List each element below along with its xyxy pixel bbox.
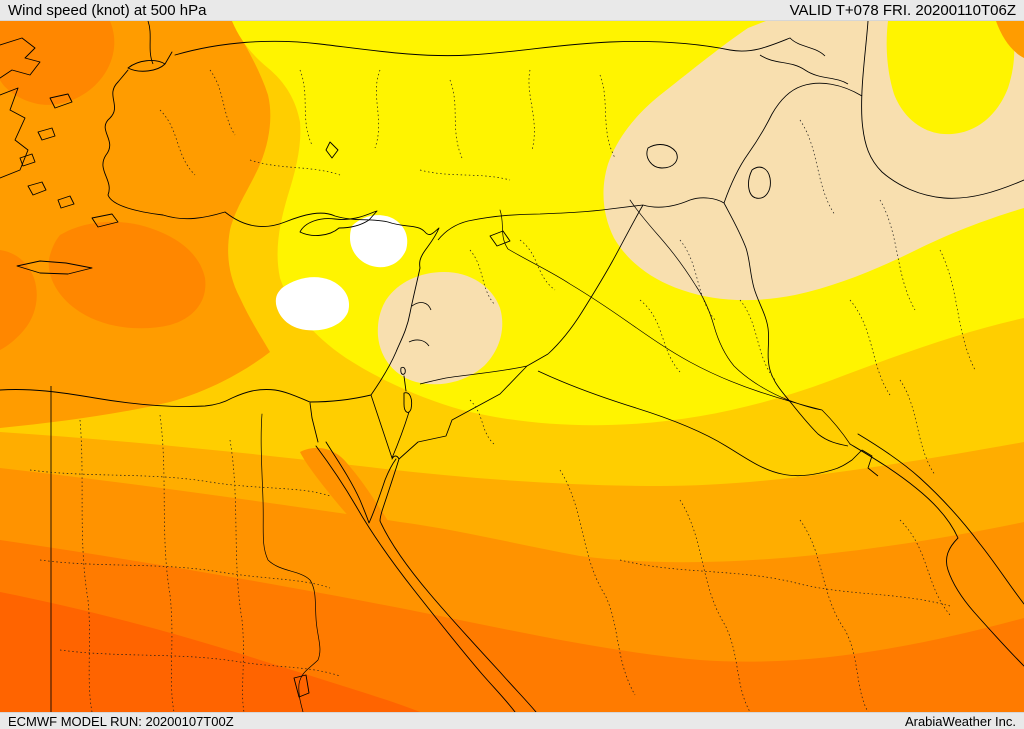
model-run-label: ECMWF MODEL RUN: 20200107T00Z [8,713,234,729]
wind-patch-white-coast [350,215,408,268]
coastlines [0,21,1024,712]
wind-region-levant-tan [377,272,503,385]
caspian-coastline [861,21,1024,199]
header-bar: Wind speed (knot) at 500 hPa VALID T+078… [0,0,1024,21]
valid-time-label: VALID T+078 FRI. 20200110T06Z [789,1,1016,19]
map-title: Wind speed (knot) at 500 hPa [8,1,207,19]
lakes [293,141,771,698]
wind-blob-leftedge-dark [0,250,37,350]
admin-boundaries-iraq [639,239,776,381]
admin-boundaries-saudi [559,469,951,712]
persian-gulf-coastlines [849,433,1024,667]
coastline-marmara-straits [117,51,173,83]
wind-blob-topleft-dark [0,21,115,105]
sinai-red-sea-coastlines [309,402,537,712]
admin-boundaries-syria-jordan [469,239,556,446]
admin-boundaries-group [29,69,976,712]
admin-boundaries-turkey [159,69,616,181]
wind-patch-white-sea [275,277,350,331]
rivers-nile-euphrates-tigris [260,199,851,712]
country-borders [50,21,879,712]
wind-blob-caspian-yellow [886,21,1015,135]
wind-tongue-red-sea [300,447,401,558]
country-borders-group [50,21,879,712]
wind-corner-orange [996,21,1024,58]
coastline-black-sea [174,37,791,57]
wind-speed-map [0,21,1024,712]
footer-bar: ECMWF MODEL RUN: 20200107T00Z ArabiaWeat… [0,712,1024,729]
wind-band-red-orange-corner [0,592,420,712]
coastline-aegean-levant-egypt [0,81,440,407]
admin-boundaries-iran [799,119,976,476]
credit-label: ArabiaWeather Inc. [904,713,1016,729]
aegean-islands [0,37,119,275]
coastline-cyprus [299,210,378,236]
wind-blob-aegean-dark [48,221,206,329]
wind-speed-fill-layers [0,21,1024,712]
